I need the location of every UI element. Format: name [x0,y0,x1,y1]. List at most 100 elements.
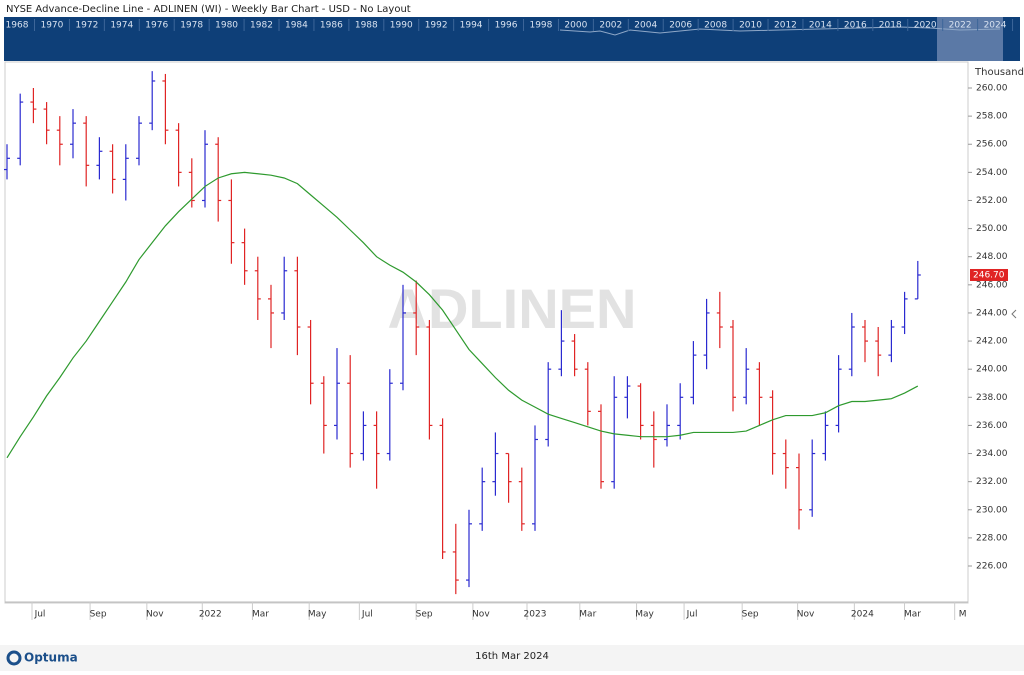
price-bar [796,453,802,530]
navigator-year: 2014 [809,21,832,31]
y-tick-label: 246.00 [976,280,1008,290]
price-bar [307,319,314,405]
price-bar [109,144,116,194]
price-bar [571,334,578,377]
price-bar [294,256,301,356]
price-bar [373,411,380,489]
footer-date: 16th Mar 2024 [475,651,549,662]
price-bar [479,467,486,531]
navigator-band [4,17,1020,61]
navigator-year: 1994 [460,21,483,31]
price-bar [624,376,631,419]
price-bar [136,116,142,166]
price-bar [400,284,406,391]
unit-label: Thousand [974,67,1024,78]
price-bar [360,411,367,461]
price-bar [466,509,472,588]
navigator-year: 1980 [215,21,238,31]
price-bar [268,284,274,349]
footer-bar [0,645,1024,671]
price-bar [848,312,855,377]
price-bar [320,376,327,454]
price-bar [56,116,63,166]
last-price-label: 246.70 [973,270,1005,280]
x-tick-label: May [308,610,327,620]
navigator-year: 1976 [145,21,168,31]
navigator-year: 1992 [425,21,448,31]
price-bar [690,341,697,405]
navigator-year: 1970 [40,21,63,31]
y-tick-label: 244.00 [976,308,1008,318]
moving-average [6,171,919,459]
navigator-year: 2000 [564,21,587,31]
price-bar [413,280,420,356]
price-bar [518,467,525,531]
price-bar [875,327,882,377]
navigator-year: 1998 [529,21,552,31]
x-tick-label: Nov [472,610,490,620]
y-tick-label: 226.00 [976,562,1008,572]
navigator-year: 2016 [844,21,867,31]
x-tick-label: Mar [579,610,596,620]
price-bar [386,369,393,461]
navigator-year: 2018 [879,21,902,31]
price-bar [862,319,868,363]
price-bar [17,93,24,166]
price-bar [70,109,76,159]
navigator-year: 2002 [599,21,622,31]
price-bar [175,123,182,187]
navigator-window[interactable] [937,17,1003,61]
price-bar [888,319,895,363]
navigator-year: 1996 [495,21,518,31]
price-bar [43,102,50,145]
y-tick-label: 252.00 [976,196,1008,206]
navigator-year: 2022 [949,21,972,31]
x-tick-label: May [635,610,654,620]
y-tick-label: 232.00 [976,477,1008,487]
x-tick-label: Sep [416,610,433,620]
y-tick-label: 234.00 [976,449,1008,459]
y-tick-label: 236.00 [976,421,1008,431]
plot-border [4,61,969,604]
navigator-year: 1978 [180,21,203,31]
price-bar [241,228,248,285]
x-tick-label: Mar [904,610,921,620]
navigator-year: 1986 [320,21,343,31]
navigator-year: 2012 [774,21,797,31]
price-bar [545,362,552,447]
price-bar [703,298,710,370]
scroll-button[interactable] [1011,309,1017,319]
navigator-year: 1988 [355,21,378,31]
y-tick-label: 254.00 [976,168,1008,178]
brand-name: Optuma [24,651,78,665]
navigator-line [559,26,1001,36]
navigator-year: 2008 [704,21,727,31]
watermark: ADLINEN [388,277,637,340]
navigator-year: 1982 [250,21,273,31]
price-bar [584,362,591,426]
price-bar [822,411,829,461]
navigator-year: 1968 [6,21,29,31]
price-bar [334,348,340,440]
price-bar [835,355,842,433]
price-bar [83,116,90,187]
navigator[interactable]: 1968 1970 1972 1974 1976 1978 1980 1982 1984 1986… [4,17,1020,61]
price-bar [901,291,908,335]
x-tick-label: Nov [797,610,815,620]
y-tick-label: 248.00 [976,252,1008,262]
price-bar [452,523,459,595]
navigator-year: 2006 [669,21,692,31]
x-tick-label: Mar [252,610,269,620]
price-bar [743,348,750,405]
y-tick-label: 256.00 [976,140,1008,150]
price-bar [426,319,433,440]
y-tick-label: 230.00 [976,505,1008,515]
price-bar [637,383,644,440]
price-bar [611,376,618,489]
price-bar [492,432,499,496]
price-bar [347,355,354,468]
navigator-year: 1974 [110,21,133,31]
navigator-year: 1972 [75,21,98,31]
